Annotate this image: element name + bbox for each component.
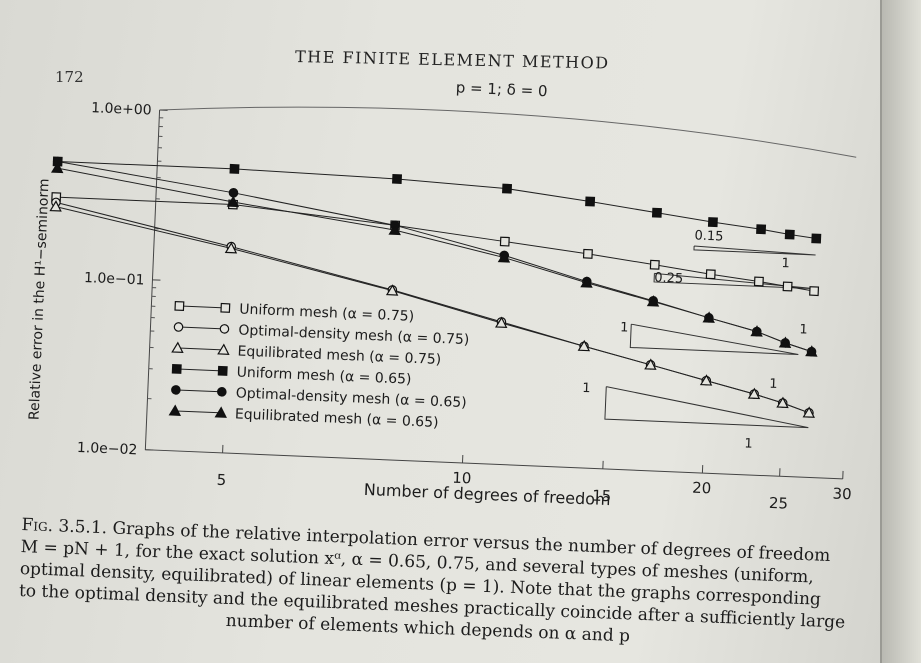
facing-page-edge	[882, 0, 921, 663]
annotation-label: 1	[620, 320, 629, 335]
series-point	[699, 374, 713, 386]
series-point	[750, 325, 763, 337]
series-line	[56, 196, 815, 292]
series-point	[580, 276, 593, 288]
annotation-label: 0.25	[654, 270, 684, 286]
legend-line	[175, 347, 226, 351]
legend-entry: Equilibrated mesh (α = 0.75)	[237, 343, 441, 368]
y-axis-label: Relative error in the H¹−seminorm	[26, 178, 52, 420]
plot-frame	[144, 109, 843, 480]
series-point	[497, 251, 511, 263]
x-tick-label: 15	[592, 486, 612, 505]
series-point	[782, 281, 793, 292]
series-2	[49, 200, 815, 418]
series-point	[707, 217, 718, 228]
series-point	[49, 200, 62, 212]
running-head: THE FINITE ELEMENT METHOD	[295, 47, 610, 73]
annotation-label: 1	[744, 436, 753, 451]
series-point	[385, 284, 399, 296]
slope-triangle	[653, 272, 815, 290]
series-5	[50, 161, 818, 357]
annotation-label: 1	[799, 322, 808, 337]
legend-marker	[219, 324, 230, 334]
series-point	[805, 345, 818, 357]
caption-label: Fig. 3.5.1.	[21, 514, 108, 539]
series-point	[702, 311, 715, 323]
legend-marker	[217, 343, 230, 355]
series-0	[51, 192, 820, 297]
annotation-label: 0.15	[694, 228, 724, 244]
y-tick-label: 1.0e+00	[91, 100, 152, 119]
x-axis-label: Number of degrees of freedom	[363, 480, 611, 509]
legend-line	[172, 410, 223, 414]
legend-marker	[217, 365, 228, 376]
legend-marker	[217, 387, 227, 397]
series-point	[802, 406, 815, 418]
x-tick-label: 25	[769, 494, 789, 513]
legend-line	[174, 368, 225, 372]
series-point	[784, 229, 795, 240]
series-point	[582, 248, 593, 259]
legend-marker	[220, 302, 231, 313]
series-point	[585, 196, 596, 207]
legend-entry: Equilibrated mesh (α = 0.65)	[235, 406, 439, 431]
series-point	[811, 233, 822, 244]
series-point	[809, 286, 820, 297]
x-tick-label: 30	[832, 485, 852, 504]
series-point	[577, 339, 591, 352]
page-number: 172	[55, 68, 84, 86]
series-point	[646, 295, 660, 307]
legend-marker	[171, 341, 184, 354]
legend-marker	[173, 322, 184, 332]
series-line	[57, 161, 817, 239]
series-point	[644, 358, 657, 370]
series-point	[388, 223, 401, 236]
slope-triangle	[604, 386, 809, 429]
x-tick-label: 10	[452, 469, 472, 488]
legend-marker	[214, 406, 227, 418]
chart-title: p = 1; δ = 0	[455, 78, 548, 100]
series-point	[778, 336, 792, 348]
slope-triangle	[693, 245, 816, 256]
series-line	[57, 161, 812, 353]
series-point	[776, 396, 789, 409]
legend-line	[177, 305, 228, 309]
series-point	[229, 163, 240, 174]
series-point	[756, 224, 767, 235]
y-tick-label: 1.0e−02	[77, 440, 138, 459]
legend-marker	[174, 300, 185, 311]
annotation-label: 1	[769, 377, 778, 392]
x-tick-label: 20	[692, 479, 712, 498]
series-4	[52, 156, 817, 357]
legend-marker	[168, 404, 182, 416]
series-point	[651, 207, 662, 218]
legend-line	[176, 326, 227, 330]
plot-frame-top	[159, 106, 857, 158]
legend-entry: Uniform mesh (α = 0.75)	[239, 302, 414, 325]
legend-marker	[171, 385, 181, 395]
series-point	[499, 236, 510, 247]
series-point	[502, 183, 513, 194]
series-point	[224, 241, 238, 254]
series-point	[705, 269, 716, 280]
legend-marker	[171, 363, 182, 374]
series-point	[50, 161, 64, 174]
legend: Uniform mesh (α = 0.75)Optimal-density m…	[168, 300, 470, 431]
series-point	[494, 316, 508, 329]
x-tick-label: 5	[216, 471, 226, 489]
annotation-label: 1	[781, 256, 790, 271]
series-line	[57, 167, 812, 353]
legend-line	[173, 389, 224, 393]
series-point	[649, 259, 660, 270]
legend-entry: Uniform mesh (α = 0.65)	[236, 364, 411, 387]
series-point	[747, 387, 761, 400]
series-point	[753, 276, 764, 287]
series-line	[55, 206, 810, 414]
series-point	[226, 195, 240, 208]
y-tick-label: 1.0e−01	[84, 270, 145, 289]
slope-triangle	[629, 323, 799, 356]
series-point	[392, 173, 403, 184]
annotation-label: 1	[582, 381, 591, 396]
